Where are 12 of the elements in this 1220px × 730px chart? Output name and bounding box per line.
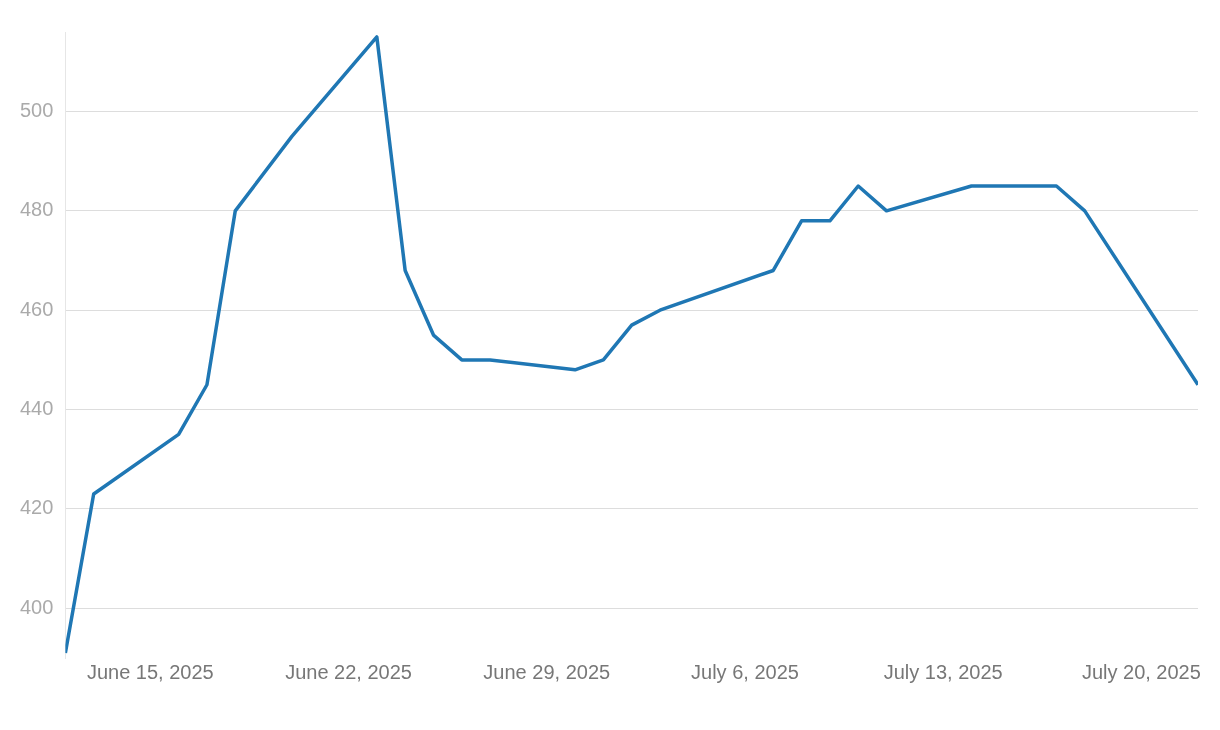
x-tick-label: July 20, 2025 [1081, 660, 1201, 683]
y-tick-label: 400 [19, 595, 54, 618]
y-tick-label: 420 [19, 496, 54, 519]
y-tick-label: 440 [19, 397, 54, 420]
y-tick-label: 500 [19, 99, 54, 122]
x-tick-label: July 6, 2025 [691, 660, 799, 683]
y-tick-label: 460 [19, 297, 54, 320]
x-tick-label: June 29, 2025 [483, 660, 611, 683]
x-tick-label: June 15, 2025 [86, 660, 214, 683]
x-tick-label: June 22, 2025 [285, 660, 412, 683]
x-tick-label: July 13, 2025 [883, 660, 1003, 683]
y-tick-label: 480 [19, 198, 54, 221]
